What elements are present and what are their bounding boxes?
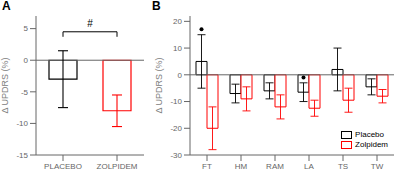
svg-text:-30: -30	[170, 151, 182, 160]
svg-text:-5: -5	[21, 88, 29, 97]
svg-text:0: 0	[24, 56, 29, 65]
svg-text:-10: -10	[170, 97, 182, 106]
html-text:Placebo: Placebo	[355, 130, 384, 139]
svg-text:ZOLPIDEM: ZOLPIDEM	[97, 162, 138, 171]
svg-text:Δ UPDRS (%): Δ UPDRS (%)	[154, 57, 164, 113]
svg-text:0: 0	[178, 71, 183, 80]
svg-text:Δ UPDRS (%): Δ UPDRS (%)	[8, 57, 10, 113]
svg-text:PLACEBO: PLACEBO	[44, 162, 82, 171]
svg-text:20: 20	[173, 17, 182, 26]
svg-text:RAM: RAM	[266, 162, 284, 171]
svg-text:-15: -15	[16, 151, 28, 160]
svg-text:5: 5	[24, 24, 29, 33]
svg-text:FT: FT	[202, 162, 212, 171]
svg-text:LA: LA	[304, 162, 314, 171]
svg-text:HM: HM	[235, 162, 248, 171]
svg-text:TS: TS	[338, 162, 348, 171]
html-text:B: B	[152, 0, 161, 13]
html-text:A: A	[2, 0, 11, 13]
svg-text:-10: -10	[16, 119, 28, 128]
svg-text:#: #	[87, 18, 93, 29]
html-text:Zolpidem: Zolpidem	[355, 140, 388, 149]
svg-text:10: 10	[173, 44, 182, 53]
svg-text:-20: -20	[170, 124, 182, 133]
svg-text:TW: TW	[371, 162, 384, 171]
